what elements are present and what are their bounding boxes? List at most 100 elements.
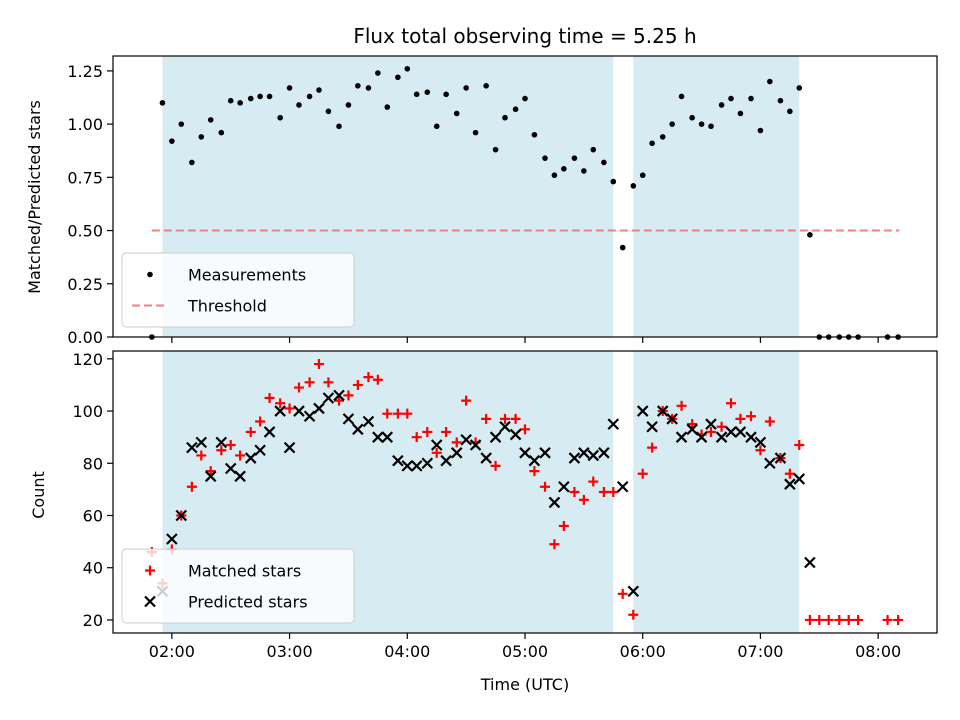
y-tick-label: 80 [83, 454, 103, 473]
matched-stars-point [225, 440, 236, 450]
measurements-point [463, 85, 469, 91]
measurements-point [767, 78, 773, 85]
measurements-point [748, 95, 754, 102]
measurements-point [286, 85, 293, 91]
matched-stars-point [431, 447, 442, 458]
measurements-point [610, 178, 617, 185]
matched-stars-point [676, 400, 687, 411]
predicted-stars-point [734, 426, 747, 438]
legend-matched-stars-marker [145, 565, 155, 576]
legend-measurements-swatch [147, 271, 153, 278]
y-tick-label: 60 [83, 507, 103, 526]
matched-stars-point [304, 377, 315, 388]
matched-stars-point [372, 374, 383, 385]
matched-stars-point [558, 520, 569, 531]
matched-stars-point [382, 408, 393, 419]
y-tick-label: 0.25 [67, 275, 103, 294]
matched-stars-point [323, 377, 334, 388]
matched-stars-point [755, 445, 766, 456]
matched-stars-point [882, 614, 893, 625]
predicted-stars-point [372, 431, 384, 443]
predicted-stars-point [519, 447, 531, 459]
measurements-point [678, 93, 685, 100]
predicted-stars-point [362, 415, 375, 428]
measurements-point [266, 93, 273, 100]
matched-stars-point [746, 411, 757, 422]
predicted-stars-point [186, 441, 198, 454]
matched-stars-point [843, 614, 854, 625]
measurements-point [787, 108, 793, 115]
predicted-stars-point [705, 418, 717, 430]
y-tick-label: 1.25 [67, 62, 103, 81]
measurements-point [551, 172, 558, 179]
measurements-point [257, 93, 263, 100]
predicted-stars-point [627, 585, 640, 597]
matched-stars-point [216, 445, 227, 456]
predicted-stars-point [528, 454, 541, 467]
measurements-point [649, 140, 655, 147]
matched-stars-point [823, 614, 834, 625]
matched-stars-point [196, 450, 207, 461]
x-tick-label: 08:00 [855, 642, 901, 661]
y-tick-label: 1.00 [67, 115, 103, 134]
measurements-point [336, 123, 342, 130]
measurements-point [601, 159, 607, 166]
matched-stars-point [205, 466, 216, 477]
matched-stars-point [255, 416, 266, 427]
y-tick-label: 0.00 [67, 328, 103, 347]
predicted-stars-point [598, 447, 610, 459]
measurements-point [413, 91, 420, 98]
predicted-stars-point [234, 470, 246, 483]
matched-stars-point [352, 379, 363, 390]
matched-stars-point [392, 408, 403, 419]
predicted-stars-point [675, 431, 688, 443]
measurements-point [198, 134, 205, 140]
matched-stars-point [510, 413, 521, 424]
predicted-stars-point [254, 444, 266, 456]
predicted-stars-point [656, 405, 669, 417]
matched-stars-point [314, 359, 324, 370]
measurements-point [218, 129, 225, 136]
y-tick-label: 0.75 [67, 168, 103, 187]
top-panel-ratio: 0.00 0.25 0.50 0.75 1.00 1.25 Measurements Thre… [67, 55, 938, 347]
predicted-stars-point [774, 452, 787, 464]
observing-interval-band [633, 56, 800, 337]
matched-stars-point [598, 487, 609, 497]
matched-stars-point [490, 460, 501, 471]
predicted-stars-point [410, 460, 423, 472]
y-tick-label: 40 [83, 559, 103, 578]
measurements-point [777, 97, 784, 104]
measurements-point [512, 106, 519, 113]
measurements-point [483, 83, 489, 89]
legend-matched-stars-swatch [145, 565, 155, 576]
predicted-stars-point [568, 452, 581, 464]
matched-stars-point [451, 437, 462, 448]
matched-stars-point [687, 419, 698, 430]
matched-stars-point [343, 390, 354, 401]
matched-stars-point [628, 609, 639, 620]
y-tick-label: 120 [72, 350, 103, 369]
predicted-stars-point [745, 431, 757, 443]
predicted-stars-point [175, 509, 188, 522]
predicted-stars-point [558, 481, 570, 493]
predicted-stars-point [754, 436, 767, 449]
measurements-point [542, 155, 548, 161]
predicted-stars-point [646, 420, 658, 433]
measurements-point [718, 102, 725, 108]
predicted-stars-point [460, 434, 472, 446]
matched-stars-point [540, 481, 551, 492]
measurements-point [728, 95, 734, 102]
predicted-stars-point [215, 436, 228, 449]
matched-stars-point [334, 395, 345, 406]
predicted-stars-point [636, 405, 649, 417]
matched-stars-point [637, 468, 648, 479]
matched-stars-point [608, 487, 619, 497]
matched-stars-point [726, 398, 736, 409]
matched-stars-point [293, 382, 304, 393]
measurements-point [404, 65, 411, 72]
predicted-stars-point [166, 533, 178, 545]
matched-stars-point [834, 614, 845, 625]
legend-predicted-stars-swatch [144, 595, 156, 608]
matched-stars-point [794, 440, 805, 450]
